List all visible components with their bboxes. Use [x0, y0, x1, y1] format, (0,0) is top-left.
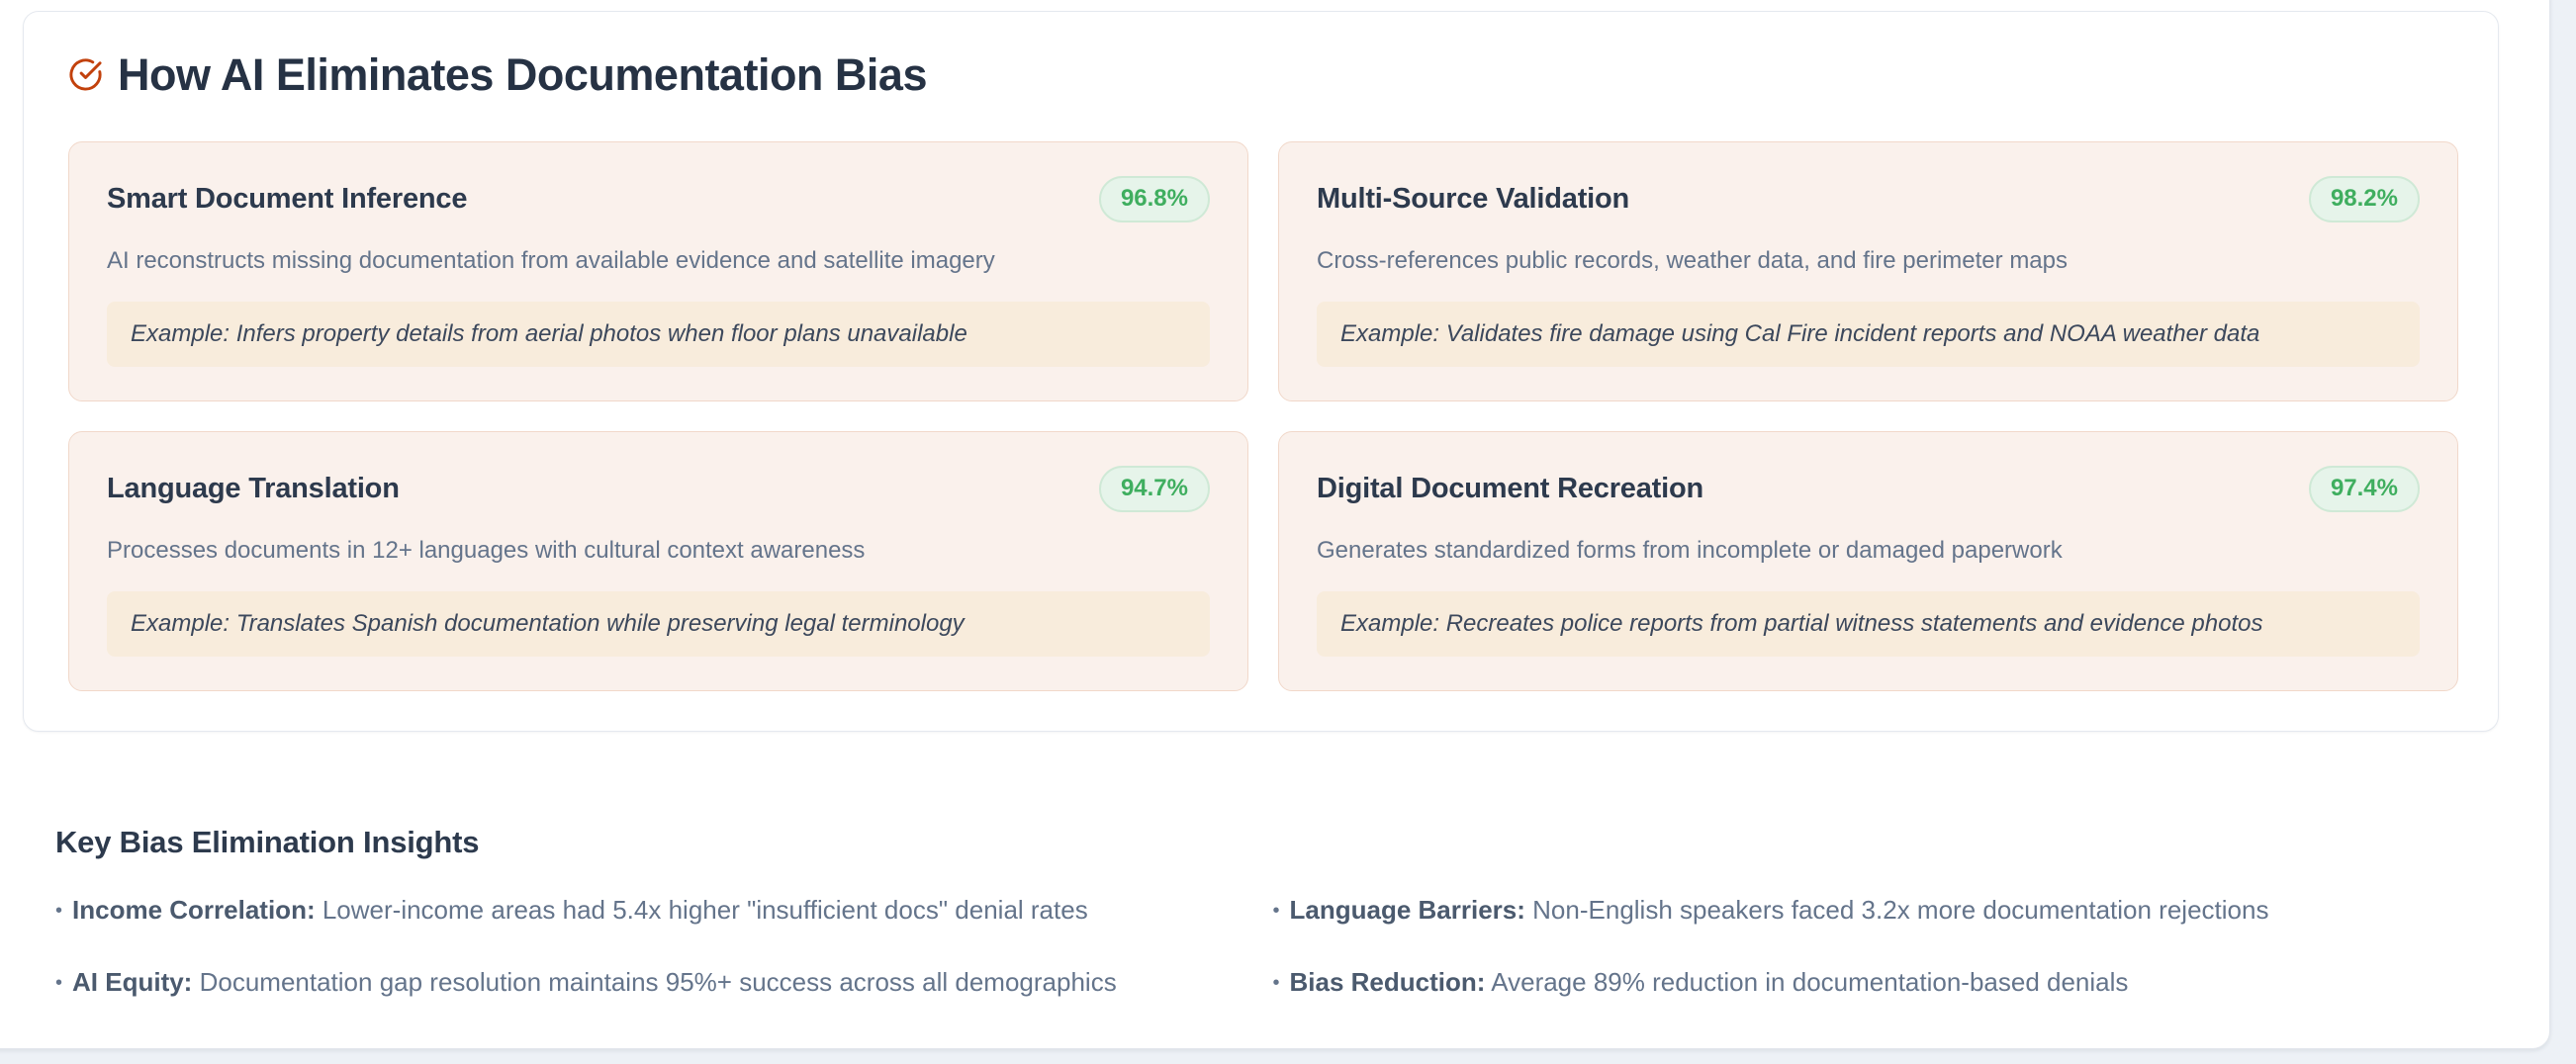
card-multi-source-validation: Multi-Source Validation 98.2% Cross-refe…	[1278, 141, 2458, 402]
insight-label: Income Correlation:	[72, 894, 316, 925]
insight-income-correlation: • Income Correlation: Lower-income areas …	[55, 894, 1273, 927]
insight-text: Lower-income areas had 5.4x higher "insu…	[322, 894, 1088, 925]
key-insights-section: Key Bias Elimination Insights • Income Co…	[55, 825, 2490, 999]
insight-text: Non-English speakers faced 3.2x more doc…	[1532, 894, 2269, 925]
card-description: Processes documents in 12+ languages wit…	[107, 536, 866, 564]
panel-header: How AI Eliminates Documentation Bias	[68, 51, 2458, 98]
insight-language-barriers: • Language Barriers: Non-English speakers…	[1273, 894, 2491, 927]
check-circle-icon	[68, 57, 103, 92]
success-rate-badge: 97.4%	[2308, 466, 2420, 512]
bullet-icon: •	[1272, 972, 1280, 995]
bullet-icon: •	[55, 899, 63, 922]
card-digital-document-recreation: Digital Document Recreation 97.4% Genera…	[1278, 431, 2458, 691]
page-title: How AI Eliminates Documentation Bias	[118, 49, 927, 100]
bullet-icon: •	[1272, 899, 1280, 922]
card-title: Language Translation	[107, 472, 400, 504]
insight-label: AI Equity:	[72, 967, 193, 998]
content-sheet: How AI Eliminates Documentation Bias Sma…	[0, 0, 2550, 1049]
card-smart-document-inference: Smart Document Inference 96.8% AI recons…	[68, 141, 1248, 402]
success-rate-badge: 96.8%	[1098, 176, 1210, 223]
card-title: Digital Document Recreation	[1317, 472, 1703, 504]
card-example: Example: Validates fire damage using Cal…	[1317, 302, 2420, 368]
insight-text: Documentation gap resolution maintains 9…	[199, 967, 1117, 998]
card-description: Cross-references public records, weather…	[1317, 247, 2068, 275]
insight-ai-equity: • AI Equity: Documentation gap resolution…	[55, 966, 1273, 999]
card-head: Multi-Source Validation 98.2%	[1317, 176, 2420, 223]
card-example: Example: Translates Spanish documentatio…	[107, 590, 1210, 657]
card-description: AI reconstructs missing documentation fr…	[107, 247, 995, 275]
insights-heading: Key Bias Elimination Insights	[55, 824, 480, 859]
insight-bias-reduction: • Bias Reduction: Average 89% reduction i…	[1273, 966, 2491, 999]
card-example: Example: Infers property details from ae…	[107, 302, 1210, 368]
insight-label: Language Barriers:	[1289, 894, 1525, 925]
card-head: Language Translation 94.7%	[107, 466, 1210, 512]
card-language-translation: Language Translation 94.7% Processes doc…	[68, 431, 1248, 691]
bullet-icon: •	[55, 972, 63, 995]
success-rate-badge: 94.7%	[1098, 466, 1210, 512]
card-title: Multi-Source Validation	[1317, 183, 1630, 216]
card-head: Digital Document Recreation 97.4%	[1317, 466, 2420, 512]
insights-grid: • Income Correlation: Lower-income areas …	[55, 894, 2490, 999]
feature-cards-grid: Smart Document Inference 96.8% AI recons…	[68, 141, 2458, 691]
insight-label: Bias Reduction:	[1289, 967, 1486, 998]
card-title: Smart Document Inference	[107, 183, 468, 216]
card-head: Smart Document Inference 96.8%	[107, 176, 1210, 223]
card-description: Generates standardized forms from incomp…	[1317, 536, 2063, 564]
insight-text: Average 89% reduction in documentation-b…	[1491, 967, 2129, 998]
success-rate-badge: 98.2%	[2308, 176, 2420, 223]
card-example: Example: Recreates police reports from p…	[1317, 590, 2420, 657]
documentation-bias-panel: How AI Eliminates Documentation Bias Sma…	[23, 11, 2499, 732]
